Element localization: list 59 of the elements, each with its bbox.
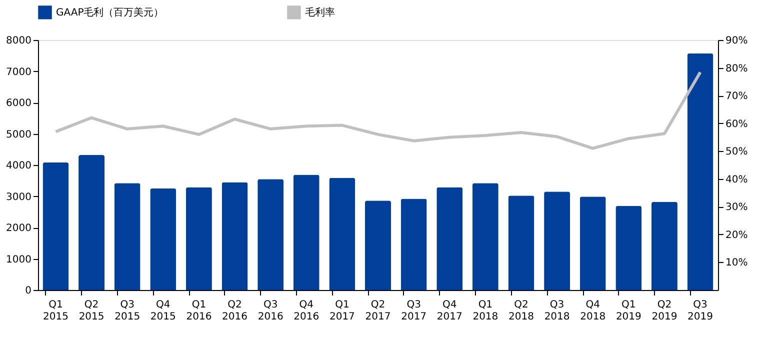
y-tick-label: 3000 [6, 192, 32, 203]
x-tick-label: Q3 2017 [401, 300, 427, 322]
bar [400, 198, 427, 290]
bar [114, 183, 140, 290]
line-series [54, 70, 702, 150]
bar [508, 196, 534, 290]
x-tick-label: Q3 2016 [258, 300, 284, 322]
bar [222, 182, 248, 290]
bar [544, 192, 570, 290]
x-tick-label: Q2 2018 [508, 300, 534, 322]
bar [150, 188, 176, 290]
bar [651, 202, 678, 290]
x-tick-label: Q1 2018 [472, 300, 498, 322]
x-tick-label: Q3 2015 [114, 300, 140, 322]
x-tick-label: Q2 2017 [365, 300, 391, 322]
x-tick-label: Q2 2019 [652, 300, 678, 322]
x-tick-label: Q4 2016 [294, 300, 320, 322]
x-tick-label: Q4 2015 [150, 300, 176, 322]
x-tick-label: Q3 2019 [688, 300, 713, 322]
y2-tick-label: 30% [726, 202, 748, 214]
bar [616, 206, 642, 290]
legend-label: GAAP毛利（百万美元） [56, 6, 164, 18]
y-tick-label: 7000 [6, 66, 32, 78]
x-tick-label: Q4 2017 [436, 300, 462, 322]
y2-tick-label: 20% [726, 230, 748, 241]
y2-tick-label: 50% [726, 146, 748, 158]
x-tick-label: Q1 2017 [329, 300, 355, 322]
bar [580, 196, 606, 290]
x-tick-label: Q1 2015 [43, 300, 68, 322]
y-tick-label: 0 [25, 286, 32, 296]
bar [687, 53, 714, 290]
y-tick-label: 1000 [6, 254, 32, 266]
x-tick-label: Q3 2018 [544, 300, 570, 322]
bar [436, 187, 463, 290]
x-tick-label: Q1 2019 [616, 300, 642, 322]
bar [42, 162, 69, 290]
y2-tick-label: 10% [726, 258, 748, 269]
y-tick-label: 5000 [6, 129, 32, 140]
bar [472, 183, 498, 290]
x-tick-label: Q2 2015 [78, 300, 104, 322]
y2-tick-label: 60% [726, 118, 748, 130]
y-tick-label: 6000 [6, 98, 32, 109]
bar [78, 155, 105, 290]
y-tick-label: 8000 [6, 36, 32, 46]
x-tick-label: Q4 2018 [580, 300, 606, 322]
y2-tick-label: 40% [726, 174, 748, 186]
y2-tick-label: 70% [726, 91, 748, 102]
bar [258, 179, 284, 290]
y2-tick-label: 90% [726, 36, 748, 46]
bar [329, 178, 356, 290]
legend-label: 毛利率 [305, 6, 335, 18]
x-tick-label: Q2 2016 [222, 300, 248, 322]
y-tick-label: 2000 [6, 223, 32, 234]
y-tick-label: 4000 [6, 160, 32, 172]
bar [293, 174, 320, 290]
bar [365, 200, 391, 290]
y2-tick-label: 80% [726, 63, 748, 74]
bar [186, 187, 212, 290]
x-tick-label: Q1 2016 [186, 300, 212, 322]
